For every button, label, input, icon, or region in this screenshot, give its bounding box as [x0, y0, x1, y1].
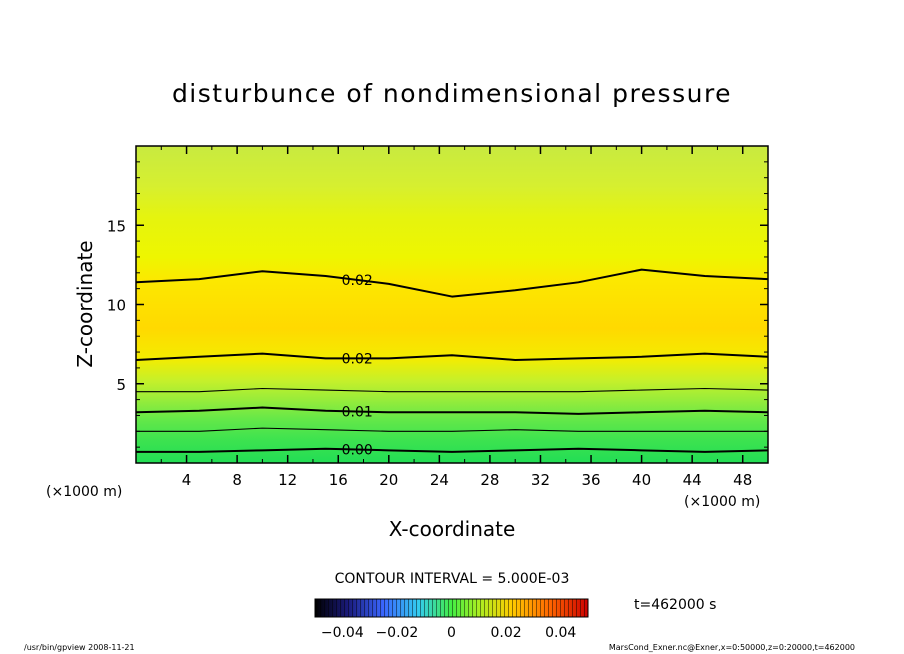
- x-tick-label: 28: [480, 471, 499, 489]
- x-tick-label: 4: [182, 471, 192, 489]
- x-tick-label: 20: [379, 471, 398, 489]
- contour-labels: 0.00 0.01 0.02 0.02: [342, 273, 373, 459]
- x-tick-label: 40: [632, 471, 651, 489]
- colorbar-tick-label: 0: [447, 625, 456, 641]
- x-axis-unit: (×1000 m): [684, 494, 760, 510]
- colorbar-stripes: [315, 599, 588, 617]
- contour-line-1: [136, 427, 768, 432]
- colorbar-tick-label: 0.04: [545, 625, 576, 641]
- contour-label: 0.02: [342, 273, 373, 289]
- filled-contour-field: [136, 146, 768, 463]
- y-tick-label: 10: [107, 297, 126, 315]
- x-tick-label: 8: [232, 471, 242, 489]
- x-tick-label: 44: [683, 471, 702, 489]
- x-tick-label: 12: [278, 471, 297, 489]
- colorbar-tick-label: −0.04: [321, 625, 364, 641]
- contour-line-2: [136, 406, 768, 415]
- y-axis-label: Z-coordinate: [73, 240, 97, 367]
- y-tick-label: 15: [107, 217, 126, 235]
- y-axis-ticks: 5 10 15: [107, 161, 768, 448]
- colorbar-ticks: −0.04 −0.02 0 0.02 0.04: [321, 625, 577, 641]
- contour-line-5: [136, 268, 768, 298]
- time-label: t=462000 s: [634, 597, 716, 613]
- contour-interval-label: CONTOUR INTERVAL = 5.000E-03: [335, 571, 570, 587]
- y-axis-unit: (×1000 m): [46, 484, 122, 500]
- x-tick-label: 36: [581, 471, 600, 489]
- colorbar: −0.04 −0.02 0 0.02 0.04: [314, 598, 589, 641]
- plot-area: [136, 146, 768, 463]
- x-tick-label: 32: [531, 471, 550, 489]
- footer-left: /usr/bin/gpview 2008-11-21: [24, 643, 135, 652]
- footer-right: MarsCond_Exner.nc@Exner,x=0:50000,z=0:20…: [609, 643, 855, 652]
- contour-lines: [136, 268, 768, 453]
- x-axis-ticks: 4 8 12 16 20 24 28 32 36 40 44 48: [160, 146, 752, 489]
- y-tick-label: 5: [116, 376, 126, 394]
- contour-line-4: [136, 352, 768, 361]
- contour-label: 0.01: [342, 404, 373, 420]
- contour-label: 0.02: [342, 351, 373, 367]
- chart-title: disturbunce of nondimensional pressure: [172, 79, 732, 108]
- colorbar-frame: [314, 598, 589, 618]
- x-axis-label: X-coordinate: [389, 517, 516, 541]
- x-tick-label: 16: [329, 471, 348, 489]
- contour-line-3: [136, 387, 768, 393]
- contour-label: 0.00: [342, 443, 373, 459]
- x-tick-label: 48: [733, 471, 752, 489]
- colorbar-tick-label: 0.02: [491, 625, 522, 641]
- x-tick-label: 24: [430, 471, 449, 489]
- colorbar-tick-label: −0.02: [375, 625, 418, 641]
- contour-line-0: [136, 447, 768, 453]
